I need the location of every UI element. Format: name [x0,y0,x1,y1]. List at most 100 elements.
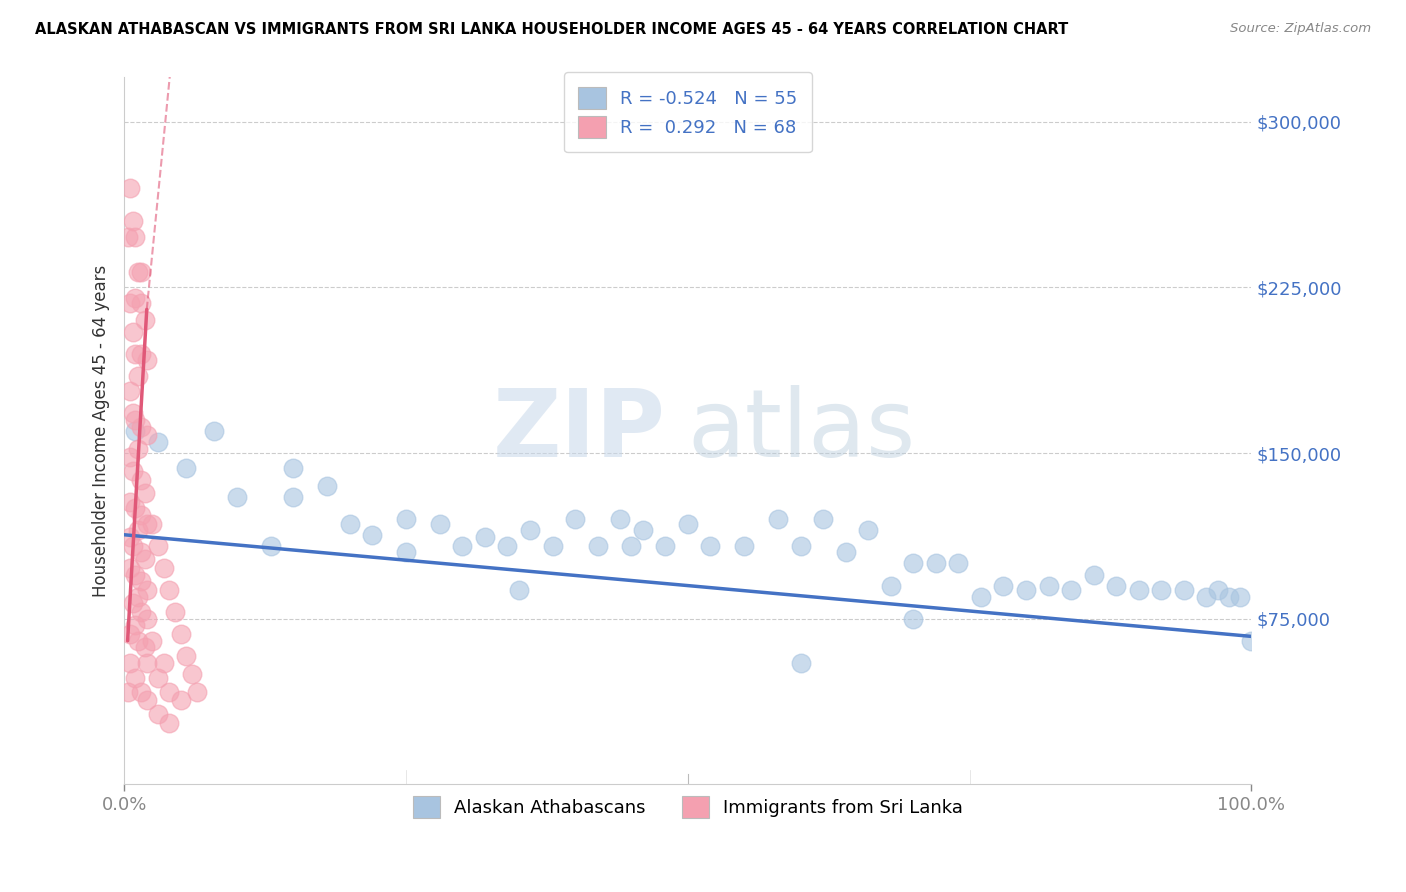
Point [122,325,145,339]
Point [699,539,721,553]
Point [1060,582,1083,597]
Point [395,545,418,559]
Point [124,567,146,582]
Point [152,656,174,670]
Point [519,524,541,538]
Point [146,672,169,686]
Point [135,612,157,626]
Point [124,292,146,306]
Point [118,181,141,195]
Point [903,557,925,571]
Point [970,590,993,604]
Point [117,229,139,244]
Point [118,450,141,465]
Point [127,524,149,538]
Point [129,473,152,487]
Point [508,582,530,597]
Point [260,539,283,553]
Point [135,428,157,442]
Point [118,295,141,310]
Point [174,461,197,475]
Point [134,640,156,655]
Point [283,461,305,475]
Point [880,578,903,592]
Point [117,684,139,698]
Point [180,667,202,681]
Point [118,384,141,399]
Point [146,434,169,449]
Point [789,539,811,553]
Point [1195,590,1218,604]
Point [129,684,152,698]
Point [283,490,305,504]
Point [122,539,145,553]
Point [174,649,197,664]
Point [129,346,152,360]
Point [118,656,141,670]
Point [134,485,156,500]
Point [451,539,474,553]
Text: ZIP: ZIP [492,385,665,477]
Point [146,706,169,721]
Point [141,516,163,531]
Point [834,545,856,559]
Point [124,424,146,438]
Point [948,557,970,571]
Text: atlas: atlas [688,385,917,477]
Point [124,413,146,427]
Point [1038,578,1060,592]
Point [129,574,152,589]
Point [1240,633,1263,648]
Point [122,214,145,228]
Point [157,715,180,730]
Point [127,368,149,383]
Point [157,684,180,698]
Point [654,539,676,553]
Point [395,512,418,526]
Point [169,693,191,707]
Point [127,590,149,604]
Point [586,539,609,553]
Text: ALASKAN ATHABASCAN VS IMMIGRANTS FROM SRI LANKA HOUSEHOLDER INCOME AGES 45 - 64 : ALASKAN ATHABASCAN VS IMMIGRANTS FROM SR… [35,22,1069,37]
Point [146,539,169,553]
Point [129,295,152,310]
Point [811,512,834,526]
Point [361,528,384,542]
Point [122,596,145,610]
Point [129,265,152,279]
Point [766,512,789,526]
Y-axis label: Householder Income Ages 45 - 64 years: Householder Income Ages 45 - 64 years [93,265,110,597]
Point [118,530,141,544]
Point [1173,582,1195,597]
Point [135,353,157,368]
Point [134,552,156,566]
Point [316,479,339,493]
Point [1015,582,1038,597]
Point [129,605,152,619]
Point [118,494,141,508]
Point [496,539,519,553]
Point [429,516,451,531]
Point [1229,590,1251,604]
Point [129,545,152,559]
Point [135,656,157,670]
Point [1218,590,1240,604]
Point [122,406,145,420]
Point [339,516,361,531]
Point [1150,582,1173,597]
Point [124,346,146,360]
Point [127,265,149,279]
Point [226,490,249,504]
Point [620,539,643,553]
Point [676,516,699,531]
Point [564,512,586,526]
Point [124,672,146,686]
Point [733,539,755,553]
Point [541,539,564,553]
Point [186,684,208,698]
Text: Source: ZipAtlas.com: Source: ZipAtlas.com [1230,22,1371,36]
Point [124,501,146,516]
Point [141,633,163,648]
Point [157,582,180,597]
Point [124,229,146,244]
